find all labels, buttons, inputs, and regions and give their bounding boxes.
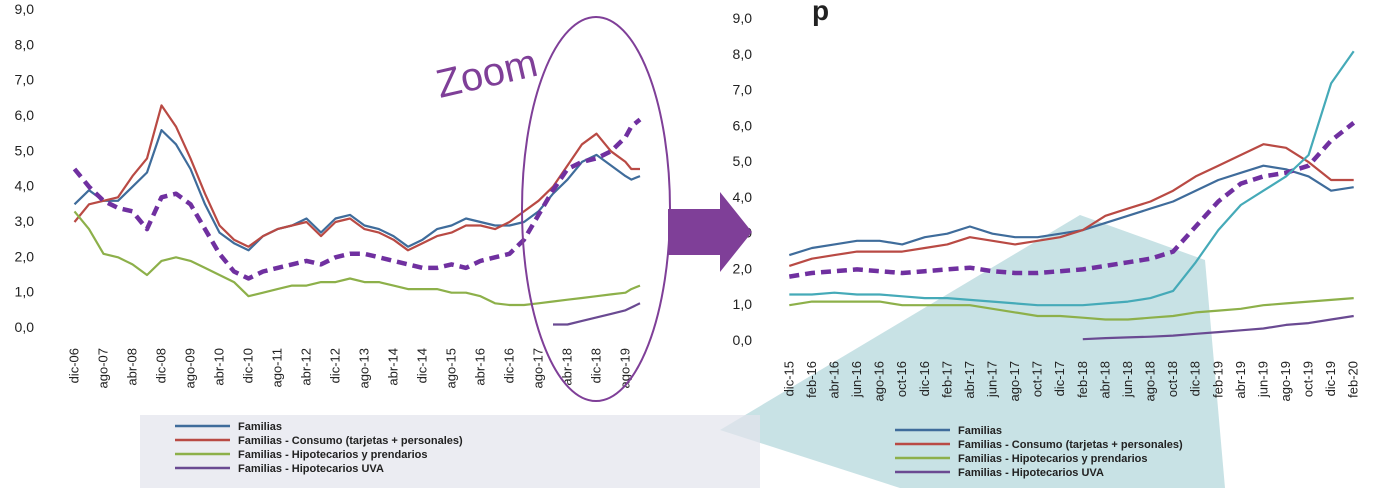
series-line-consumo bbox=[73, 104, 640, 252]
x-tick-label: abr-16 bbox=[473, 348, 488, 386]
x-tick-label: jun-19 bbox=[1255, 361, 1270, 398]
y-tick-label: 4,0 bbox=[15, 178, 35, 194]
partial-title: p bbox=[812, 0, 829, 26]
x-tick-label: abr-17 bbox=[962, 361, 977, 399]
series-line-trend bbox=[72, 117, 642, 281]
x-tick-label: dic-16 bbox=[502, 348, 517, 383]
y-tick-label: 1,0 bbox=[733, 296, 753, 312]
x-tick-label: oct-16 bbox=[894, 361, 909, 397]
chart-left: 0,0 1,0 2,0 3,0 4,0 5,0 6,0 7,0 8,0 9,0 dic-06 ago-… bbox=[15, 1, 642, 475]
x-tick-label: ago-11 bbox=[270, 348, 285, 388]
x-tick-label: ago-17 bbox=[1007, 361, 1022, 401]
y-tick-label: 8,0 bbox=[15, 36, 35, 52]
x-tick-label: abr-08 bbox=[125, 348, 140, 386]
x-tick-label: abr-18 bbox=[1097, 361, 1112, 399]
y-tick-label: 8,0 bbox=[733, 46, 753, 62]
y-tick-label: 0,0 bbox=[15, 319, 35, 335]
x-tick-label: abr-10 bbox=[212, 348, 227, 386]
x-tick-label: dic-10 bbox=[241, 348, 256, 383]
legend-label: Familias bbox=[958, 425, 1002, 437]
x-tick-label: ago-17 bbox=[531, 348, 546, 388]
watermark-shape bbox=[720, 215, 1225, 488]
x-tick-label: abr-18 bbox=[560, 348, 575, 386]
legend-label: Familias - Hipotecarios UVA bbox=[238, 463, 384, 475]
x-tick-label: dic-19 bbox=[1323, 361, 1338, 396]
y-tick-label: 0,0 bbox=[733, 332, 753, 348]
x-tick-label: oct-18 bbox=[1165, 361, 1180, 397]
series-line-consumo bbox=[788, 143, 1354, 267]
x-tick-label: ago-19 bbox=[1278, 361, 1293, 401]
chart-right: 0,01,02,03,04,05,06,07,08,09,0dic-15feb-… bbox=[733, 10, 1361, 479]
series-line-hipotecarios bbox=[789, 297, 1354, 321]
x-tick-label: dic-16 bbox=[917, 361, 932, 396]
x-tick-label: dic-18 bbox=[1188, 361, 1203, 396]
x-tick-label: dic-12 bbox=[328, 348, 343, 383]
background-watermark bbox=[140, 215, 1225, 488]
series-line-uva bbox=[1082, 314, 1354, 341]
x-tick-label: dic-18 bbox=[589, 348, 604, 383]
y-tick-label: 2,0 bbox=[15, 248, 35, 264]
x-tick-label: feb-17 bbox=[939, 361, 954, 398]
x-tick-label: ago-13 bbox=[357, 348, 372, 388]
y-tick-label: 1,0 bbox=[15, 284, 35, 300]
series-line-trend bbox=[788, 121, 1356, 279]
x-tick-label: feb-16 bbox=[804, 361, 819, 398]
y-tick-label: 7,0 bbox=[733, 82, 753, 98]
series-line-familias bbox=[73, 129, 641, 252]
zoom-label: Zoom bbox=[432, 41, 542, 107]
x-tick-label: ago-09 bbox=[183, 348, 198, 388]
y-tick-label: 5,0 bbox=[15, 142, 35, 158]
x-tick-label: dic-17 bbox=[1052, 361, 1067, 396]
x-tick-label: ago-15 bbox=[444, 348, 459, 388]
y-tick-label: 5,0 bbox=[733, 153, 753, 169]
zoom-arrow bbox=[668, 192, 752, 272]
y-tick-label: 9,0 bbox=[733, 10, 753, 26]
x-tick-label: ago-07 bbox=[96, 348, 111, 388]
legend-label: Familias - Hipotecarios y prendarios bbox=[238, 449, 428, 461]
x-tick-label: dic-14 bbox=[415, 348, 430, 383]
x-tick-label: oct-19 bbox=[1301, 361, 1316, 397]
y-tick-label: 2,0 bbox=[733, 260, 753, 276]
x-tick-label: jun-18 bbox=[1120, 361, 1135, 398]
x-tick-label: ago-18 bbox=[1143, 361, 1158, 401]
y-tick-label: 3,0 bbox=[15, 213, 35, 229]
watermark-band bbox=[140, 415, 760, 488]
x-tick-label: abr-19 bbox=[1233, 361, 1248, 399]
x-tick-label: abr-12 bbox=[299, 348, 314, 386]
series-line-hipotecarios bbox=[73, 210, 641, 307]
y-tick-label: 6,0 bbox=[733, 117, 753, 133]
legend-label: Familias - Consumo (tarjetas + personale… bbox=[238, 435, 463, 447]
x-tick-label: oct-17 bbox=[1030, 361, 1045, 397]
x-tick-label: jun-17 bbox=[984, 361, 999, 398]
series-line-uva bbox=[553, 302, 641, 326]
legend-label: Familias - Hipotecarios y prendarios bbox=[958, 453, 1148, 465]
legend-label: Familias bbox=[238, 421, 282, 433]
x-tick-label: dic-06 bbox=[67, 348, 82, 383]
y-tick-label: 6,0 bbox=[15, 107, 35, 123]
y-tick-label: 9,0 bbox=[15, 1, 35, 17]
y-tick-label: 4,0 bbox=[733, 189, 753, 205]
y-tick-label: 7,0 bbox=[15, 72, 35, 88]
x-tick-label: feb-20 bbox=[1346, 361, 1361, 398]
x-tick-label: ago-19 bbox=[618, 348, 633, 388]
x-tick-label: abr-16 bbox=[826, 361, 841, 399]
legend-label: Familias - Hipotecarios UVA bbox=[958, 467, 1104, 479]
legend-label: Familias - Consumo (tarjetas + personale… bbox=[958, 439, 1183, 451]
x-tick-label: feb-18 bbox=[1075, 361, 1090, 398]
zoom-ellipse bbox=[521, 16, 671, 402]
x-tick-label: dic-15 bbox=[781, 361, 796, 396]
x-tick-label: dic-08 bbox=[154, 348, 169, 383]
x-tick-label: abr-14 bbox=[386, 348, 401, 386]
x-tick-label: feb-19 bbox=[1210, 361, 1225, 398]
x-tick-label: ago-16 bbox=[872, 361, 887, 401]
series-line-extra bbox=[789, 50, 1355, 307]
series-line-familias bbox=[788, 164, 1354, 257]
x-tick-label: jun-16 bbox=[849, 361, 864, 398]
